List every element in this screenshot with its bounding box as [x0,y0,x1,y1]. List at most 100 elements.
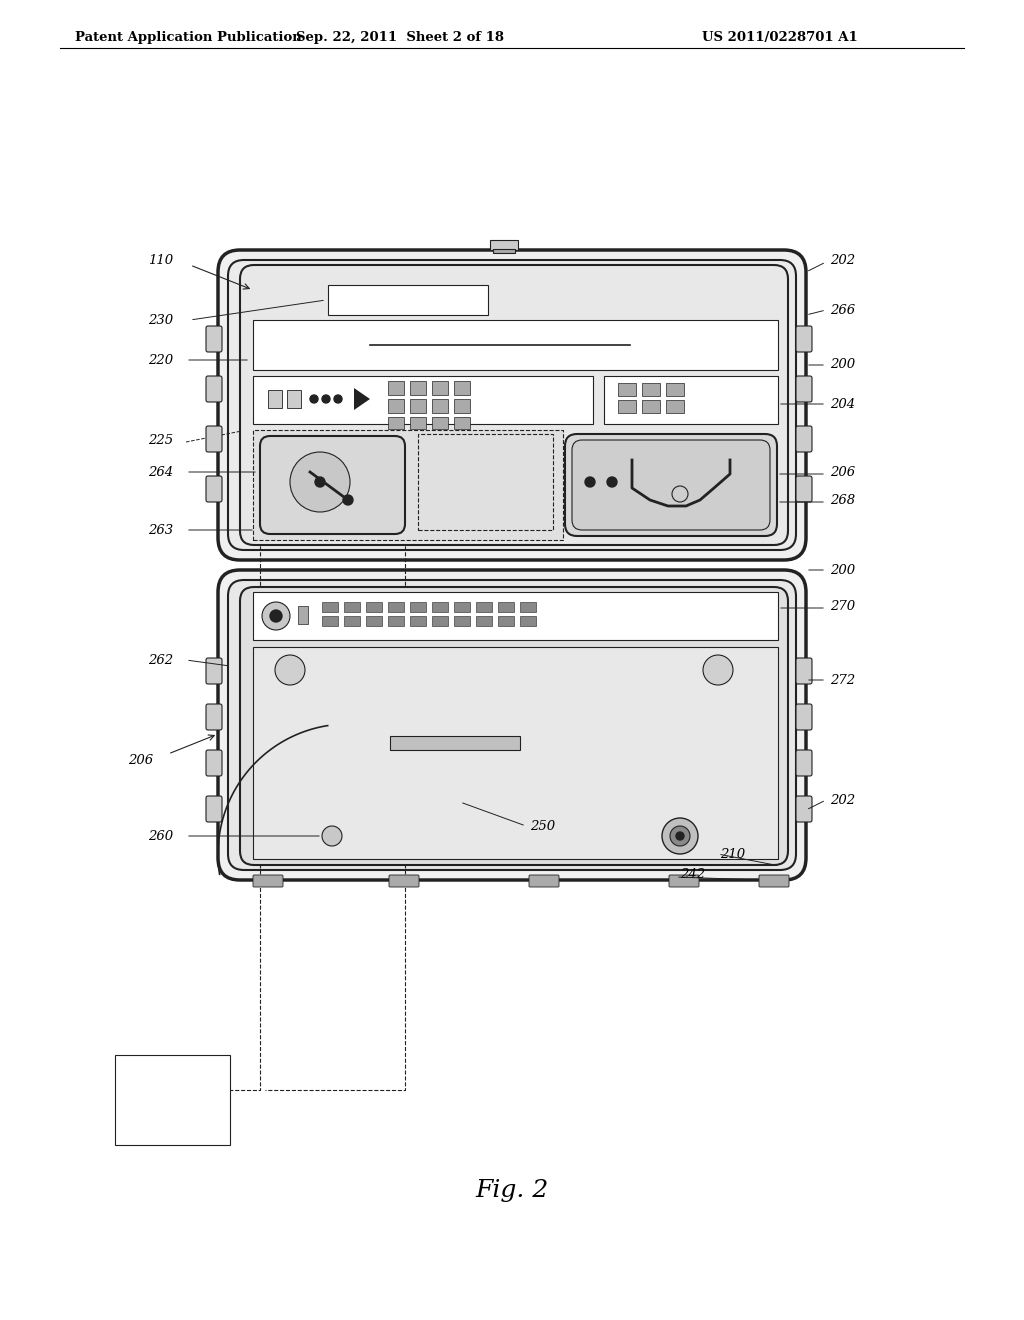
Bar [432,417,449,429]
FancyBboxPatch shape [759,875,790,887]
Bar [476,616,492,626]
Text: 270: 270 [830,599,855,612]
Circle shape [315,477,325,487]
FancyBboxPatch shape [206,326,222,352]
Text: 230: 230 [148,314,173,326]
Text: 260: 260 [148,829,173,842]
FancyBboxPatch shape [796,796,812,822]
Text: Sep. 22, 2011  Sheet 2 of 18: Sep. 22, 2011 Sheet 2 of 18 [296,30,504,44]
Text: 263: 263 [148,524,173,536]
FancyBboxPatch shape [389,875,419,887]
Bar [432,616,449,626]
Bar [390,737,520,750]
FancyBboxPatch shape [796,704,812,730]
Text: 272: 272 [830,673,855,686]
Bar [253,430,563,540]
FancyBboxPatch shape [206,426,222,451]
FancyBboxPatch shape [565,434,777,536]
Bar [328,285,488,315]
FancyBboxPatch shape [529,875,559,887]
Text: US 2011/0228701 A1: US 2011/0228701 A1 [702,30,858,44]
Bar [253,647,778,859]
Bar [410,399,426,413]
Circle shape [585,477,595,487]
Text: 250: 250 [530,820,555,833]
Bar [344,616,360,626]
Circle shape [703,655,733,685]
Bar [666,383,684,396]
FancyBboxPatch shape [218,570,806,880]
Bar [388,602,404,612]
Bar [642,400,660,413]
FancyBboxPatch shape [206,796,222,822]
Circle shape [334,395,342,403]
Text: 206: 206 [128,754,154,767]
Bar [520,616,536,626]
Bar [476,602,492,612]
Circle shape [607,477,617,487]
Bar [432,381,449,395]
FancyBboxPatch shape [796,477,812,502]
Bar [490,240,518,249]
FancyBboxPatch shape [228,260,796,550]
FancyBboxPatch shape [218,249,806,560]
Circle shape [262,602,290,630]
Bar [366,602,382,612]
FancyBboxPatch shape [240,265,788,545]
Text: 225: 225 [148,433,173,446]
FancyBboxPatch shape [796,750,812,776]
Bar [388,616,404,626]
Bar [322,602,338,612]
FancyBboxPatch shape [206,657,222,684]
Circle shape [662,818,698,854]
Text: 210: 210 [720,847,745,861]
Bar [388,417,404,429]
FancyBboxPatch shape [228,579,796,870]
FancyBboxPatch shape [206,477,222,502]
Bar [418,434,553,531]
Bar [604,376,778,424]
Bar [432,602,449,612]
Bar [493,249,515,253]
Circle shape [322,826,342,846]
FancyBboxPatch shape [572,440,770,531]
Text: 206: 206 [830,466,855,479]
FancyBboxPatch shape [796,376,812,403]
Bar [432,399,449,413]
Bar [115,1055,230,1144]
Circle shape [322,395,330,403]
Text: 266: 266 [830,304,855,317]
Text: 263: 263 [118,1118,143,1130]
Circle shape [343,495,353,506]
Bar [454,616,470,626]
FancyBboxPatch shape [206,750,222,776]
Bar [410,602,426,612]
Text: Fig. 2: Fig. 2 [475,1179,549,1201]
Bar [253,591,778,640]
Bar [268,389,282,408]
FancyBboxPatch shape [669,875,699,887]
Bar [498,616,514,626]
Bar [410,417,426,429]
FancyBboxPatch shape [796,426,812,451]
Bar [410,616,426,626]
Bar [388,381,404,395]
Circle shape [670,826,690,846]
Text: 268: 268 [830,494,855,507]
Circle shape [290,451,350,512]
Text: 264: 264 [148,466,173,479]
Bar [344,602,360,612]
Bar [666,400,684,413]
Bar [253,376,593,424]
Circle shape [310,395,318,403]
FancyBboxPatch shape [796,326,812,352]
FancyBboxPatch shape [206,704,222,730]
Circle shape [275,655,305,685]
Bar [287,389,301,408]
Bar [618,400,636,413]
Text: 200: 200 [830,564,855,577]
Bar [454,417,470,429]
Bar [253,319,778,370]
Text: 220: 220 [148,354,173,367]
Polygon shape [354,388,370,411]
